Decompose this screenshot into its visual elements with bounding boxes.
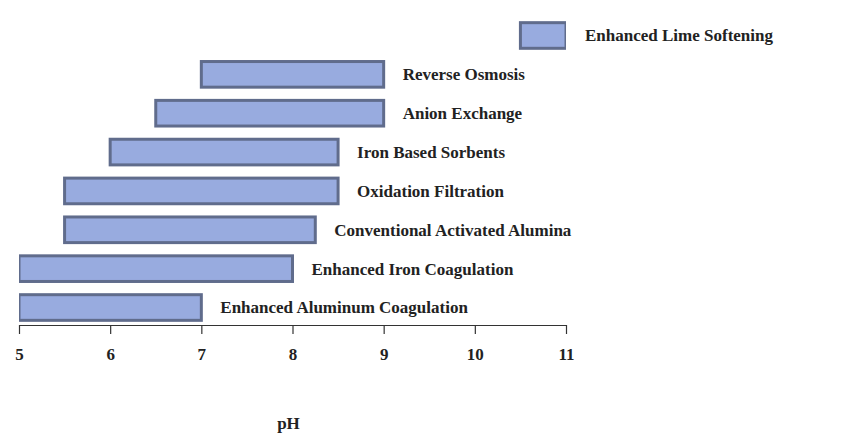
tick-mark [19, 325, 20, 334]
tick-label: 8 [289, 345, 298, 364]
tick-label: 11 [558, 345, 574, 364]
tick-label: 7 [198, 345, 207, 364]
tick-label: 5 [15, 345, 24, 364]
range-bar [65, 178, 339, 204]
chart: Enhanced Lime Softening Reverse Osmosis An… [0, 0, 851, 448]
tick-mark [475, 325, 476, 334]
category-label: Anion Exchange [403, 104, 523, 123]
range-bar [19, 256, 293, 282]
tick: 6 [106, 325, 115, 364]
category-label: Enhanced Iron Coagulation [312, 260, 514, 279]
category-label: Enhanced Lime Softening [585, 26, 773, 45]
tick-label: 9 [380, 345, 389, 364]
range-bar [520, 23, 566, 49]
tick: 7 [198, 325, 207, 364]
category-label: Oxidation Filtration [357, 182, 504, 201]
category-label: Reverse Osmosis [403, 65, 526, 84]
tick: 11 [558, 325, 574, 364]
bar-labels: Enhanced Lime Softening Reverse Osmosis An… [220, 26, 773, 317]
tick: 10 [467, 325, 484, 364]
tick-mark [201, 325, 202, 334]
range-bar [156, 100, 384, 126]
tick-mark [566, 325, 567, 334]
tick-label: 6 [106, 345, 115, 364]
tick-mark [110, 325, 111, 334]
bars [19, 23, 566, 321]
range-bar [19, 295, 201, 321]
tick-mark [292, 325, 293, 334]
axis-title: pH [277, 414, 300, 433]
tick-label: 10 [467, 345, 484, 364]
tick: 8 [289, 325, 298, 364]
range-bar [201, 62, 383, 88]
category-label: Enhanced Aluminum Coagulation [220, 298, 468, 317]
category-label: Conventional Activated Alumina [334, 221, 572, 240]
range-bar [65, 217, 316, 243]
tick: 9 [380, 325, 389, 364]
x-axis: 5 6 7 8 9 10 11 [15, 325, 574, 364]
tick: 5 [15, 325, 24, 364]
tick-mark [384, 325, 385, 334]
range-bar [110, 139, 338, 165]
category-label: Iron Based Sorbents [357, 143, 505, 162]
